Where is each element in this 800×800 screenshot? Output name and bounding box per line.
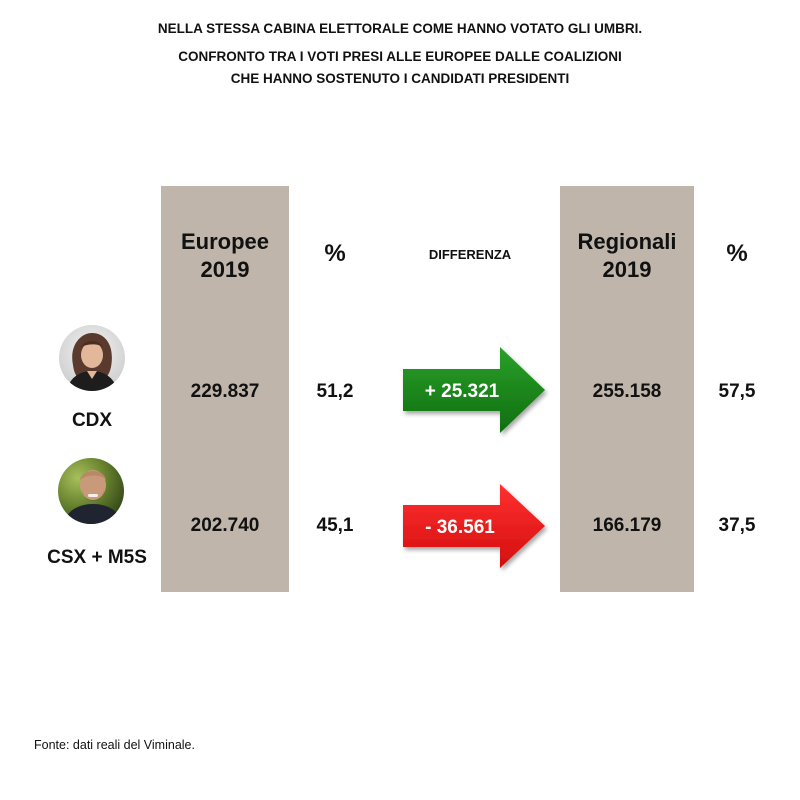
row-label-cdx: CDX: [71, 410, 113, 431]
header-regionali-line2: 2019: [602, 257, 652, 282]
cdx-regionali-pct: 57,5: [718, 381, 756, 402]
header-regionali: Regionali 2019: [560, 228, 694, 284]
male-candidate-avatar-icon: [58, 458, 124, 524]
title-line-3: CHE HANNO SOSTENUTO I CANDIDATI PRESIDEN…: [230, 71, 570, 86]
title-line-1: NELLA STESSA CABINA ELETTORALE COME HANN…: [157, 21, 643, 36]
header-europee-line1: Europee: [180, 229, 270, 254]
arrow-positive-cdx: [403, 347, 545, 433]
female-candidate-avatar-icon: [59, 325, 125, 391]
europee-column-background: [161, 186, 289, 592]
header-europee-line2: 2019: [200, 257, 250, 282]
source-note: Fonte: dati reali del Viminale.: [34, 738, 195, 752]
cdx-regionali-votes: 255.158: [592, 381, 662, 402]
header-europee: Europee 2019: [161, 228, 289, 284]
cdx-europee-pct: 51,2: [316, 381, 354, 402]
arrow-negative-csx: [403, 484, 545, 568]
csx-europee-pct: 45,1: [316, 515, 354, 536]
cdx-europee-votes: 229.837: [190, 381, 260, 402]
header-differenza: DIFFERENZA: [428, 247, 512, 262]
csx-regionali-pct: 37,5: [718, 515, 756, 536]
csx-regionali-votes: 166.179: [592, 515, 662, 536]
header-pct-europee: %: [324, 240, 346, 267]
header-pct-regionali: %: [726, 240, 748, 267]
chart-title: NELLA STESSA CABINA ELETTORALE COME HANN…: [0, 18, 800, 90]
cdx-differenza-label: + 25.321: [425, 381, 500, 402]
title-line-2: CONFRONTO TRA I VOTI PRESI ALLE EUROPEE …: [178, 49, 622, 64]
row-label-csx: CSX + M5S: [47, 547, 147, 568]
regionali-column-background: [560, 186, 694, 592]
csx-europee-votes: 202.740: [190, 515, 260, 536]
header-regionali-line1: Regionali: [577, 229, 677, 254]
csx-differenza-label: - 36.561: [425, 517, 495, 538]
